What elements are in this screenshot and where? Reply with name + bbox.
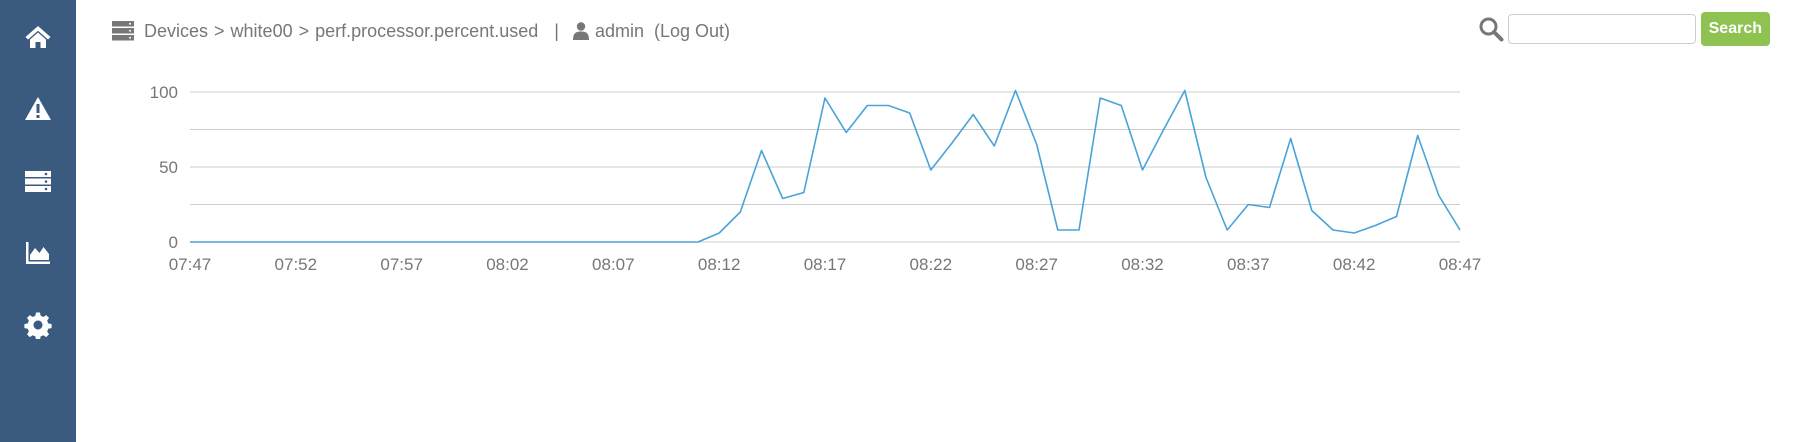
nav-settings[interactable] bbox=[0, 300, 76, 350]
header-divider: | bbox=[554, 20, 559, 41]
x-tick-label: 08:12 bbox=[698, 255, 741, 274]
breadcrumb-devices[interactable]: Devices bbox=[144, 20, 209, 41]
gear-icon bbox=[24, 312, 52, 339]
nav-home[interactable] bbox=[0, 12, 76, 62]
breadcrumb: Devices > white00 > perf.processor.perce… bbox=[112, 18, 730, 44]
y-tick-label: 50 bbox=[159, 158, 178, 177]
home-icon bbox=[25, 26, 51, 48]
x-tick-label: 08:42 bbox=[1333, 255, 1376, 274]
x-tick-label: 08:22 bbox=[910, 255, 953, 274]
x-tick-label: 08:37 bbox=[1227, 255, 1270, 274]
breadcrumb-separator: > bbox=[298, 20, 310, 41]
line-chart: 0 50 100 07:47 07:52 07:57 08:02 08:07 08:12 08:1… bbox=[150, 83, 1482, 274]
search-input[interactable] bbox=[1507, 14, 1696, 44]
series-line bbox=[190, 89, 1461, 243]
x-tick-label: 08:07 bbox=[592, 255, 635, 274]
y-tick-label: 0 bbox=[169, 233, 178, 252]
nav-graphs[interactable] bbox=[0, 228, 76, 278]
area-chart-icon bbox=[26, 242, 50, 264]
search-bar: Search bbox=[1478, 12, 1770, 46]
logout-link[interactable]: (Log Out) bbox=[653, 20, 731, 41]
x-tick-label: 08:02 bbox=[486, 255, 529, 274]
server-icon bbox=[112, 21, 134, 41]
x-tick-label: 08:32 bbox=[1121, 255, 1164, 274]
search-icon bbox=[1479, 17, 1504, 42]
x-tick-label: 07:57 bbox=[380, 255, 423, 274]
x-tick-label: 08:27 bbox=[1015, 255, 1058, 274]
search-button[interactable]: Search bbox=[1700, 12, 1770, 46]
breadcrumb-metric: perf.processor.percent.used bbox=[315, 20, 539, 41]
x-tick-label: 08:47 bbox=[1439, 255, 1482, 274]
nav-devices[interactable] bbox=[0, 156, 76, 206]
x-tick-label: 07:47 bbox=[169, 255, 212, 274]
x-tick-label: 07:52 bbox=[275, 255, 318, 274]
breadcrumb-device[interactable]: white00 bbox=[230, 20, 293, 41]
server-icon bbox=[25, 171, 51, 192]
cpu-usage-chart: 0 50 100 07:47 07:52 07:57 08:02 08:07 08:12 08:1… bbox=[130, 76, 1510, 286]
nav-alerts[interactable] bbox=[0, 84, 76, 134]
user-icon bbox=[572, 22, 589, 40]
x-tick-label: 08:17 bbox=[804, 255, 847, 274]
username: admin bbox=[594, 20, 644, 41]
breadcrumb-separator: > bbox=[214, 20, 225, 41]
y-tick-label: 100 bbox=[150, 83, 178, 102]
warning-icon bbox=[25, 97, 51, 120]
sidebar bbox=[0, 0, 76, 442]
